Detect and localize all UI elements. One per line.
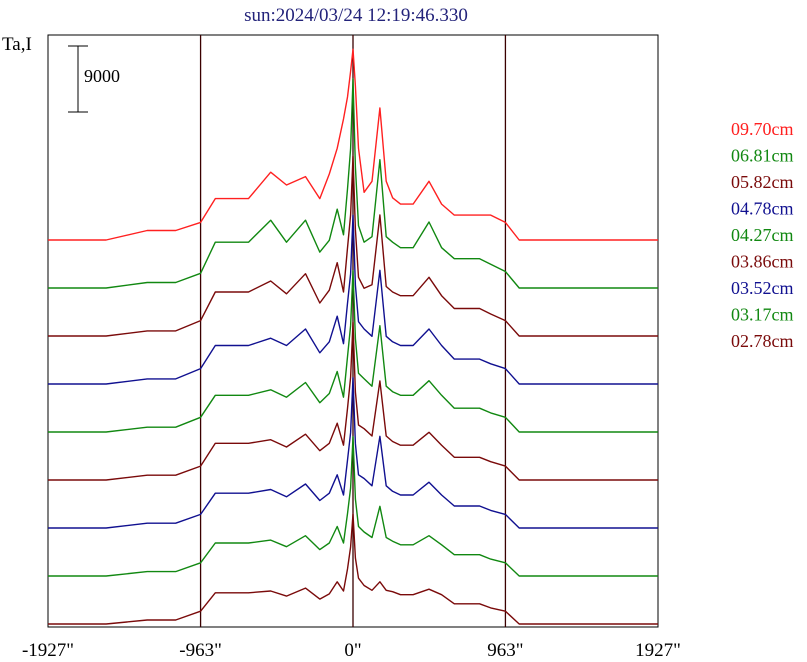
x-tick-label-3: 963" [487, 640, 523, 661]
legend-item-06.81cm: 06.81cm [731, 146, 794, 166]
legend-item-04.78cm: 04.78cm [731, 199, 794, 219]
series-line-06.81cm [48, 78, 658, 289]
legend-item-03.17cm: 03.17cm [731, 305, 794, 325]
legend-item-03.86cm: 03.86cm [731, 252, 794, 272]
series-line-09.70cm [48, 48, 658, 241]
scale-bar-label: 9000 [84, 66, 120, 86]
x-tick-label-0: -1927" [22, 640, 74, 661]
legend-item-03.52cm: 03.52cm [731, 278, 794, 298]
x-tick-label-1: -963" [179, 640, 222, 661]
series-line-03.52cm [48, 377, 658, 529]
series-lines [48, 48, 658, 625]
series-line-04.27cm [48, 270, 658, 433]
x-tick-label-4: 1927" [635, 640, 681, 661]
series-line-04.78cm [48, 214, 658, 385]
legend: 09.70cm 06.81cm 05.82cm 04.78cm 04.27cm 03.86… [731, 119, 794, 351]
x-tick-label-2: 0" [344, 640, 361, 661]
x-tick-labels: -1927" -963" 0" 963" 1927" [22, 640, 681, 661]
legend-item-09.70cm: 09.70cm [731, 119, 794, 139]
series-line-03.86cm [48, 321, 658, 481]
chart-title: sun:2024/03/24 12:19:46.330 [244, 5, 468, 26]
legend-item-05.82cm: 05.82cm [731, 172, 794, 192]
intensity-scale-bar: 9000 [68, 45, 120, 113]
y-axis-label: Ta,I [2, 34, 32, 55]
series-line-03.17cm [48, 436, 658, 577]
legend-item-04.27cm: 04.27cm [731, 225, 794, 245]
legend-item-02.78cm: 02.78cm [731, 331, 794, 351]
series-line-05.82cm [48, 155, 658, 337]
series-line-02.78cm [48, 513, 658, 625]
